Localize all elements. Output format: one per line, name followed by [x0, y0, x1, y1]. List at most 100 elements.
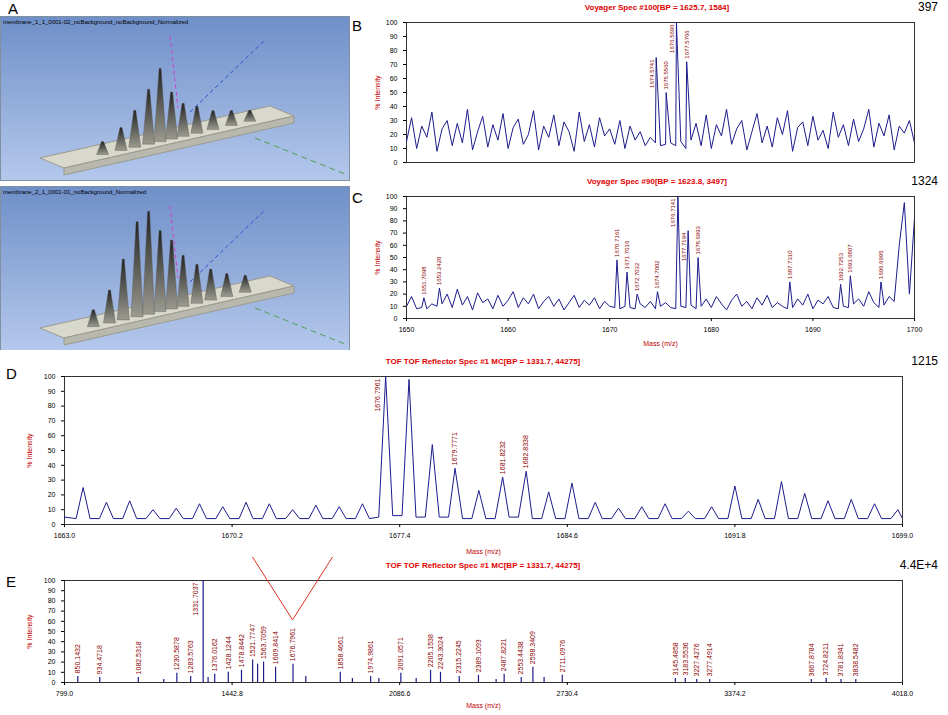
svg-text:1663.0: 1663.0: [54, 532, 76, 539]
svg-text:1677.7194: 1677.7194: [681, 232, 687, 261]
svg-text:100: 100: [44, 577, 56, 584]
svg-text:1670: 1670: [602, 326, 618, 333]
svg-text:1699.0: 1699.0: [892, 532, 914, 539]
svg-text:100: 100: [386, 193, 398, 200]
svg-text:40: 40: [390, 103, 398, 110]
svg-text:2205.1538: 2205.1538: [427, 634, 434, 667]
svg-text:3724.8211: 3724.8211: [822, 643, 829, 676]
svg-text:3781.8341: 3781.8341: [837, 643, 844, 676]
svg-text:1660: 1660: [500, 326, 516, 333]
svg-text:Mass (m/z): Mass (m/z): [466, 702, 501, 710]
svg-text:1691.8: 1691.8: [724, 532, 746, 539]
svg-text:1671.7016: 1671.7016: [624, 240, 630, 269]
svg-text:1974.9861: 1974.9861: [367, 640, 374, 673]
svg-text:40: 40: [48, 638, 56, 645]
svg-text:2315.2245: 2315.2245: [455, 640, 462, 673]
svg-text:40: 40: [48, 462, 56, 469]
svg-text:1674.5741: 1674.5741: [649, 59, 655, 88]
svg-text:20: 20: [48, 658, 56, 665]
svg-text:1858.4661: 1858.4661: [337, 636, 344, 669]
svg-text:1653.2428: 1653.2428: [436, 256, 442, 285]
svg-text:90: 90: [390, 205, 398, 212]
svg-text:1676.7141: 1676.7141: [670, 198, 676, 227]
svg-text:80: 80: [390, 217, 398, 224]
svg-text:1676.5696: 1676.5696: [669, 24, 675, 53]
svg-text:850.1432: 850.1432: [74, 644, 81, 673]
svg-text:1331.7037: 1331.7037: [192, 582, 199, 615]
svg-text:1521.7747: 1521.7747: [249, 624, 256, 657]
svg-text:80: 80: [390, 47, 398, 54]
svg-text:60: 60: [48, 432, 56, 439]
svg-text:50: 50: [390, 254, 398, 261]
svg-text:1428.1244: 1428.1244: [225, 636, 232, 669]
svg-text:80: 80: [48, 597, 56, 604]
svg-text:60: 60: [390, 75, 398, 82]
svg-text:90: 90: [48, 388, 56, 395]
svg-text:10: 10: [390, 145, 398, 152]
svg-text:30: 30: [390, 278, 398, 285]
svg-text:Mass (m/z): Mass (m/z): [466, 548, 501, 556]
svg-text:70: 70: [390, 61, 398, 68]
svg-text:1609.8414: 1609.8414: [272, 631, 279, 664]
svg-text:20: 20: [390, 290, 398, 297]
svg-text:1082.5318: 1082.5318: [135, 641, 142, 674]
svg-text:Mass (m/z): Mass (m/z): [643, 340, 678, 348]
svg-text:1674.7002: 1674.7002: [654, 260, 660, 289]
svg-text:30: 30: [48, 648, 56, 655]
svg-text:3277.4914: 3277.4914: [706, 643, 713, 676]
svg-text:2091.0571: 2091.0571: [397, 637, 404, 670]
svg-text:1651.7098: 1651.7098: [421, 266, 427, 295]
svg-text:40: 40: [390, 266, 398, 273]
svg-text:3145.4858: 3145.4858: [672, 642, 679, 675]
svg-text:30: 30: [48, 476, 56, 483]
svg-text:1650: 1650: [399, 326, 415, 333]
svg-text:1690: 1690: [805, 326, 821, 333]
svg-text:1681.8232: 1681.8232: [499, 441, 506, 474]
svg-text:1676.7961: 1676.7961: [374, 378, 381, 411]
svg-text:1563.7059: 1563.7059: [260, 626, 267, 659]
svg-text:2086.6: 2086.6: [389, 690, 411, 697]
svg-text:2243.3024: 2243.3024: [437, 636, 444, 669]
svg-text:1684.6: 1684.6: [557, 532, 579, 539]
svg-text:1672.7032: 1672.7032: [634, 262, 640, 291]
svg-text:1230.5878: 1230.5878: [173, 637, 180, 670]
svg-text:1676.7961: 1676.7961: [289, 628, 296, 661]
svg-text:1680: 1680: [704, 326, 720, 333]
svg-text:1687.7310: 1687.7310: [787, 250, 793, 279]
svg-text:3227.4276: 3227.4276: [693, 643, 700, 676]
svg-text:2730.4: 2730.4: [557, 690, 579, 697]
svg-text:0: 0: [394, 159, 398, 166]
svg-text:70: 70: [48, 417, 56, 424]
svg-text:3838.5482: 3838.5482: [852, 643, 859, 676]
svg-text:70: 70: [48, 607, 56, 614]
svg-text:0: 0: [52, 521, 56, 528]
svg-text:1675.5560: 1675.5560: [663, 60, 669, 89]
svg-text:30: 30: [390, 117, 398, 124]
svg-text:3667.8784: 3667.8784: [808, 643, 815, 676]
svg-text:1376.0162: 1376.0162: [211, 638, 218, 671]
svg-text:membrane_2_1_0001-01_noBackgro: membrane_2_1_0001-01_noBackground_Normal…: [3, 189, 146, 195]
svg-text:50: 50: [390, 89, 398, 96]
svg-text:1696.6995: 1696.6995: [878, 250, 884, 279]
svg-text:3183.5536: 3183.5536: [682, 642, 689, 675]
svg-text:799.0: 799.0: [56, 690, 74, 697]
svg-text:1679.7771: 1679.7771: [451, 432, 458, 465]
svg-text:2487.8221: 2487.8221: [500, 638, 507, 671]
svg-text:1678.6993: 1678.6993: [695, 225, 701, 254]
svg-text:0: 0: [52, 679, 56, 686]
svg-text:100: 100: [44, 373, 56, 380]
svg-text:% Intensity: % Intensity: [374, 240, 382, 275]
svg-text:100: 100: [386, 19, 398, 26]
svg-text:50: 50: [48, 447, 56, 454]
svg-text:70: 70: [390, 229, 398, 236]
svg-text:1677.5766: 1677.5766: [684, 30, 690, 59]
svg-text:2553.4438: 2553.4438: [517, 641, 524, 674]
svg-text:1693.6807: 1693.6807: [847, 244, 853, 273]
svg-text:0: 0: [394, 315, 398, 322]
svg-text:1682.8338: 1682.8338: [522, 435, 529, 468]
svg-text:10: 10: [390, 303, 398, 310]
svg-text:1442.8: 1442.8: [221, 690, 243, 697]
svg-text:membrane_1_1_0001-02_noBackgro: membrane_1_1_0001-02_noBackground_noBack…: [3, 19, 188, 25]
svg-text:% Intensity: % Intensity: [26, 614, 34, 649]
svg-text:1283.5763: 1283.5763: [187, 640, 194, 673]
